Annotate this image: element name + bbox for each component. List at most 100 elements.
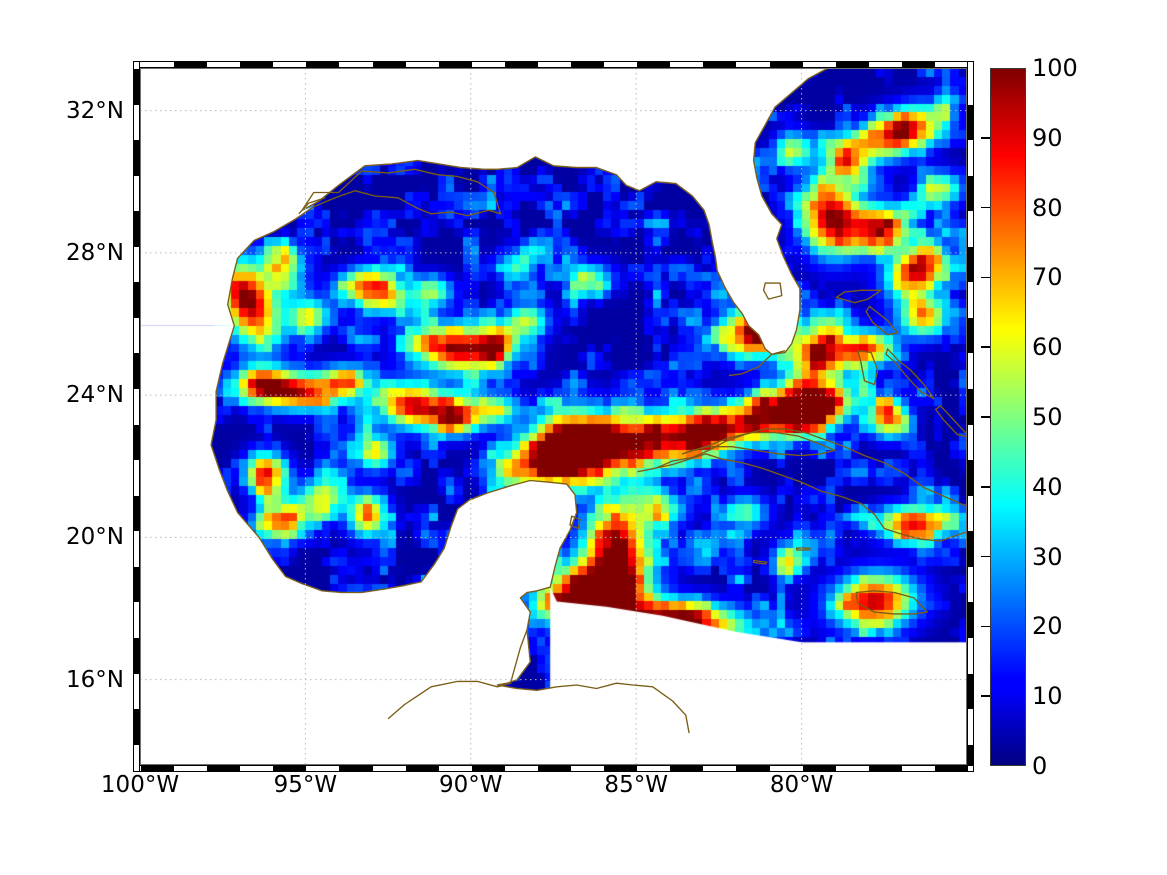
border-segment bbox=[174, 62, 208, 67]
colorbar-frame bbox=[990, 68, 1026, 766]
border-segment bbox=[901, 62, 935, 67]
border-segment bbox=[141, 766, 175, 771]
border-segment bbox=[802, 766, 836, 771]
colorbar-tick-label: 90 bbox=[1032, 123, 1063, 152]
colorbar-tick bbox=[981, 416, 990, 418]
x-axis-tick-label: 90°W bbox=[439, 772, 503, 798]
border-segment bbox=[306, 62, 340, 67]
colorbar-tick bbox=[981, 625, 990, 628]
border-segment bbox=[134, 353, 139, 390]
coastlines-layer bbox=[210, 68, 967, 734]
colorbar-tick bbox=[981, 276, 990, 279]
colorbar-tick-label: 50 bbox=[1032, 403, 1063, 431]
coastline-path bbox=[210, 325, 578, 720]
y-axis-tick-label: 16°N bbox=[66, 666, 124, 693]
border-segment bbox=[537, 766, 572, 771]
border-segment bbox=[835, 62, 869, 67]
map-border-left bbox=[133, 61, 140, 772]
coastline-path bbox=[934, 405, 967, 438]
coastline-path bbox=[569, 515, 581, 530]
coastline-path bbox=[857, 350, 879, 386]
colorbar-tick-label: 40 bbox=[1032, 472, 1063, 501]
border-segment bbox=[471, 766, 505, 771]
colorbar-gradient bbox=[990, 68, 1026, 766]
x-axis-tick-label: 85°W bbox=[604, 772, 668, 798]
heatmap-field bbox=[140, 68, 967, 765]
colorbar-tick-label: 80 bbox=[1032, 193, 1063, 222]
border-segment bbox=[968, 460, 973, 496]
border-segment bbox=[934, 766, 968, 771]
coastline-path bbox=[637, 428, 967, 542]
colorbar-tick bbox=[981, 206, 990, 209]
coastline-path bbox=[835, 289, 882, 304]
border-segment bbox=[134, 69, 139, 105]
y-axis-tick-label: 20°N bbox=[66, 524, 124, 551]
border-segment bbox=[637, 62, 671, 67]
coastline-path bbox=[752, 559, 768, 565]
coastline-path bbox=[681, 431, 836, 457]
y-axis-tick-label: 24°N bbox=[66, 382, 124, 409]
border-segment bbox=[736, 766, 770, 771]
x-axis-tick-label: 80°W bbox=[769, 772, 834, 798]
colorbar-tick bbox=[981, 137, 990, 139]
colorbar-tick-label: 20 bbox=[1032, 612, 1063, 641]
border-segment bbox=[134, 211, 139, 247]
border-segment bbox=[968, 531, 973, 567]
colorbar-tick-label: 30 bbox=[1032, 542, 1063, 571]
colorbar-tick-label: 100 bbox=[1032, 54, 1078, 82]
coastline-path bbox=[865, 305, 899, 336]
border-segment bbox=[968, 317, 973, 354]
map-border-bottom bbox=[133, 765, 974, 772]
border-segment bbox=[134, 637, 139, 674]
border-segment bbox=[968, 246, 973, 283]
border-segment bbox=[504, 62, 538, 67]
border-segment bbox=[670, 766, 704, 771]
x-axis-tick-label: 100°W bbox=[100, 772, 180, 798]
coastline-path bbox=[762, 282, 783, 300]
coastline-path bbox=[496, 629, 690, 734]
coastline-path bbox=[795, 547, 811, 551]
map-border-top bbox=[133, 61, 974, 68]
colorbar-tick-label: 60 bbox=[1032, 333, 1063, 362]
graticule-layer bbox=[140, 68, 967, 765]
border-segment bbox=[438, 62, 472, 67]
border-segment bbox=[968, 104, 973, 141]
border-segment bbox=[571, 62, 605, 67]
border-segment bbox=[134, 495, 139, 532]
border-segment bbox=[134, 140, 139, 176]
border-segment bbox=[273, 766, 307, 771]
border-segment bbox=[703, 62, 737, 67]
y-axis-tick-label: 32°N bbox=[66, 97, 124, 124]
border-segment bbox=[372, 62, 406, 67]
coastline-path bbox=[728, 350, 786, 377]
border-segment bbox=[134, 282, 139, 318]
x-axis-tick-label: 95°W bbox=[273, 772, 338, 798]
border-segment bbox=[134, 709, 139, 745]
border-segment bbox=[868, 766, 902, 771]
border-segment bbox=[769, 62, 803, 67]
colorbar-tick bbox=[981, 346, 990, 348]
border-segment bbox=[134, 566, 139, 603]
border-segment bbox=[968, 602, 973, 638]
border-segment bbox=[339, 766, 373, 771]
border-segment bbox=[604, 766, 638, 771]
map-plot-area bbox=[140, 68, 967, 765]
colorbar-tick bbox=[981, 486, 990, 488]
border-segment bbox=[405, 766, 439, 771]
border-segment bbox=[968, 389, 973, 425]
map-border-right bbox=[967, 61, 974, 772]
border-segment bbox=[207, 766, 241, 771]
border-segment bbox=[240, 62, 274, 67]
colorbar-tick bbox=[981, 555, 990, 558]
coastline-path bbox=[298, 197, 326, 215]
y-axis-tick-label: 28°N bbox=[66, 239, 124, 266]
coastline-path bbox=[885, 348, 935, 400]
colorbar-tick-label: 70 bbox=[1032, 263, 1063, 292]
colorbar bbox=[990, 68, 1026, 766]
colorbar-tick-label: 10 bbox=[1032, 682, 1063, 711]
colorbar-tick-label: 0 bbox=[1032, 752, 1048, 780]
map-axes bbox=[140, 68, 967, 765]
colorbar-tick bbox=[981, 695, 990, 697]
coastline-path bbox=[855, 590, 928, 615]
